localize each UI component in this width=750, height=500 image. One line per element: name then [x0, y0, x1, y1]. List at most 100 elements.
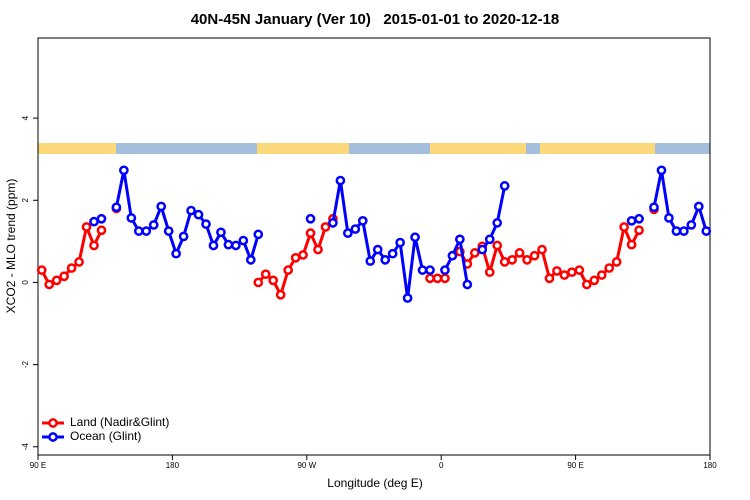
point	[119, 165, 129, 176]
point	[387, 248, 398, 259]
point	[328, 218, 338, 228]
point	[96, 225, 107, 236]
point	[447, 250, 458, 261]
point	[589, 275, 600, 286]
point	[484, 234, 495, 245]
point	[59, 271, 69, 282]
point	[477, 244, 488, 255]
point	[253, 277, 264, 288]
point	[223, 239, 234, 250]
point	[604, 263, 615, 273]
x-tick-label: 90 W	[297, 461, 316, 470]
point	[671, 226, 682, 236]
point	[253, 229, 264, 240]
point	[260, 269, 271, 280]
legend-marker	[48, 432, 58, 442]
point	[44, 279, 55, 290]
point	[208, 240, 219, 251]
point	[410, 232, 420, 243]
x-tick-label: 90 E	[567, 461, 583, 470]
point	[335, 175, 346, 186]
plot-frame	[37, 37, 711, 456]
legend-label: Land (Nadir&Glint)	[70, 415, 169, 429]
point	[66, 263, 77, 273]
point	[581, 279, 592, 290]
point	[74, 257, 84, 267]
point	[111, 202, 122, 213]
point	[574, 265, 585, 275]
point	[469, 248, 480, 258]
point	[679, 226, 689, 236]
ocean-strip	[38, 143, 710, 154]
point	[51, 275, 62, 286]
point	[395, 237, 405, 248]
point	[171, 248, 181, 259]
point	[81, 222, 92, 232]
point	[96, 213, 107, 224]
point	[634, 225, 644, 236]
point	[201, 219, 211, 229]
point	[440, 265, 450, 275]
point	[634, 213, 644, 224]
point	[626, 215, 637, 226]
point	[432, 273, 443, 284]
point	[357, 215, 368, 226]
legend-label: Ocean (Glint)	[70, 429, 141, 443]
point	[417, 265, 428, 275]
land-mask	[38, 143, 710, 154]
point	[156, 201, 167, 212]
point	[552, 266, 562, 276]
point	[455, 234, 465, 245]
y-axis-label: XCO2 - MLO trend (ppm)	[4, 179, 18, 314]
point	[514, 248, 525, 258]
point	[462, 279, 473, 290]
x-axis-label: Longitude (deg E)	[327, 476, 422, 490]
point	[611, 257, 622, 267]
point	[193, 209, 204, 220]
point	[522, 255, 532, 265]
point	[178, 231, 189, 242]
point	[559, 270, 570, 280]
point	[649, 202, 659, 213]
point	[238, 235, 249, 246]
point	[492, 240, 503, 251]
x-tick-label: 180	[166, 461, 180, 470]
point	[216, 227, 226, 238]
x-tick-label: 90 E	[30, 461, 46, 470]
x-tick-label: 180	[703, 461, 717, 470]
point	[89, 240, 99, 251]
point	[425, 273, 435, 284]
point	[507, 255, 517, 265]
point	[275, 289, 286, 300]
point	[664, 213, 674, 223]
y-tick-label: 4	[21, 115, 30, 120]
point	[283, 265, 293, 275]
point	[245, 255, 256, 265]
point	[529, 250, 540, 261]
point	[380, 255, 391, 265]
point	[320, 222, 331, 232]
point	[268, 275, 279, 286]
point	[686, 220, 697, 230]
point	[290, 252, 301, 263]
point	[492, 218, 503, 228]
point	[693, 201, 704, 212]
point	[619, 222, 629, 232]
point	[402, 293, 413, 303]
point	[126, 213, 137, 223]
point	[499, 181, 510, 191]
point	[313, 244, 323, 255]
chart-title: 40N-45N January (Ver 10) 2015-01-01 to 2…	[191, 11, 560, 28]
point	[440, 273, 450, 284]
point	[626, 239, 637, 250]
point	[365, 256, 376, 266]
point	[186, 205, 196, 216]
point	[656, 165, 667, 176]
x-tick-label: 0	[439, 461, 444, 470]
y-tick-label: -4	[21, 443, 30, 451]
land-strip	[257, 143, 349, 154]
point	[537, 244, 547, 255]
point	[701, 226, 712, 236]
point	[596, 270, 607, 280]
land-strip	[430, 143, 526, 154]
